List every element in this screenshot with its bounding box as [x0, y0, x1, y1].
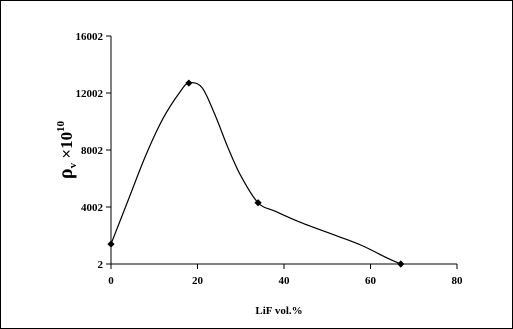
data-point-marker — [107, 240, 115, 248]
x-tick-label: 40 — [279, 275, 291, 287]
series-line — [110, 82, 402, 265]
y-tick-label: 16002 — [76, 31, 104, 43]
x-axis-title: LiF vol.% — [255, 305, 302, 317]
data-point-marker — [397, 260, 405, 268]
y-tick-label: 8002 — [81, 145, 104, 157]
x-tick-label: 0 — [108, 275, 114, 287]
y-tick-label: 12002 — [76, 88, 104, 100]
x-tick-label: 80 — [452, 275, 464, 287]
data-point-marker — [254, 199, 262, 207]
y-tick-label: 2 — [98, 259, 104, 271]
data-point-marker — [185, 79, 193, 87]
x-tick-label: 60 — [365, 275, 377, 287]
x-tick-label: 20 — [192, 275, 204, 287]
y-tick-label: 4002 — [81, 202, 104, 214]
y-axis-title: ρv ×1010 — [55, 120, 79, 179]
